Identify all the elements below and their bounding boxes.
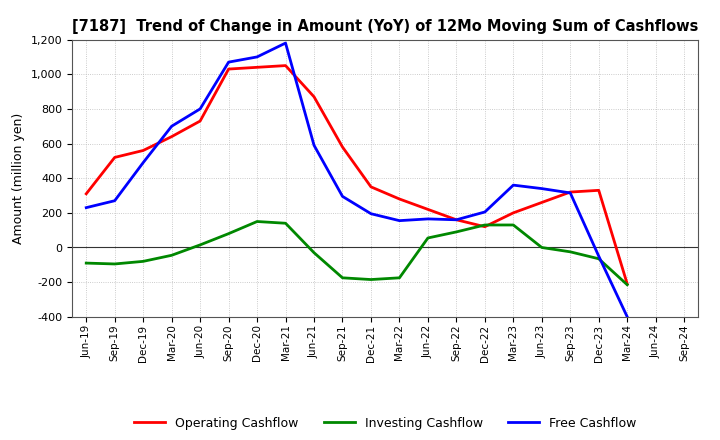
Investing Cashflow — [82, 260, 91, 266]
Investing Cashflow — [139, 259, 148, 264]
Investing Cashflow — [196, 242, 204, 248]
Y-axis label: Amount (million yen): Amount (million yen) — [12, 113, 25, 244]
Operating Cashflow — [366, 184, 375, 190]
Operating Cashflow — [82, 191, 91, 196]
Line: Free Cashflow: Free Cashflow — [86, 43, 627, 317]
Free Cashflow — [167, 124, 176, 129]
Operating Cashflow — [282, 63, 290, 68]
Operating Cashflow — [310, 94, 318, 99]
Title: [7187]  Trend of Change in Amount (YoY) of 12Mo Moving Sum of Cashflows: [7187] Trend of Change in Amount (YoY) o… — [72, 19, 698, 34]
Operating Cashflow — [225, 66, 233, 72]
Operating Cashflow — [196, 118, 204, 124]
Operating Cashflow — [139, 148, 148, 153]
Free Cashflow — [537, 186, 546, 191]
Operating Cashflow — [595, 188, 603, 193]
Free Cashflow — [253, 54, 261, 59]
Investing Cashflow — [452, 229, 461, 235]
Operating Cashflow — [253, 65, 261, 70]
Investing Cashflow — [623, 282, 631, 287]
Free Cashflow — [480, 209, 489, 215]
Investing Cashflow — [566, 249, 575, 254]
Free Cashflow — [139, 160, 148, 165]
Operating Cashflow — [338, 144, 347, 150]
Legend: Operating Cashflow, Investing Cashflow, Free Cashflow: Operating Cashflow, Investing Cashflow, … — [129, 412, 642, 435]
Free Cashflow — [395, 218, 404, 223]
Investing Cashflow — [167, 253, 176, 258]
Operating Cashflow — [480, 224, 489, 229]
Operating Cashflow — [452, 217, 461, 222]
Free Cashflow — [282, 40, 290, 46]
Free Cashflow — [566, 190, 575, 195]
Investing Cashflow — [338, 275, 347, 280]
Operating Cashflow — [509, 210, 518, 216]
Free Cashflow — [310, 143, 318, 148]
Operating Cashflow — [566, 189, 575, 194]
Investing Cashflow — [395, 275, 404, 280]
Free Cashflow — [366, 211, 375, 216]
Operating Cashflow — [110, 155, 119, 160]
Line: Operating Cashflow: Operating Cashflow — [86, 66, 627, 284]
Investing Cashflow — [110, 261, 119, 267]
Operating Cashflow — [167, 134, 176, 139]
Operating Cashflow — [623, 281, 631, 286]
Free Cashflow — [110, 198, 119, 203]
Investing Cashflow — [595, 256, 603, 261]
Investing Cashflow — [423, 235, 432, 241]
Free Cashflow — [452, 217, 461, 222]
Investing Cashflow — [480, 222, 489, 227]
Free Cashflow — [196, 106, 204, 111]
Investing Cashflow — [537, 245, 546, 250]
Investing Cashflow — [282, 220, 290, 226]
Free Cashflow — [338, 194, 347, 199]
Investing Cashflow — [310, 250, 318, 255]
Operating Cashflow — [423, 207, 432, 212]
Investing Cashflow — [509, 222, 518, 227]
Free Cashflow — [423, 216, 432, 222]
Line: Investing Cashflow: Investing Cashflow — [86, 221, 627, 285]
Operating Cashflow — [537, 200, 546, 205]
Free Cashflow — [595, 253, 603, 259]
Operating Cashflow — [395, 196, 404, 202]
Investing Cashflow — [253, 219, 261, 224]
Free Cashflow — [509, 183, 518, 188]
Investing Cashflow — [366, 277, 375, 282]
Free Cashflow — [623, 314, 631, 319]
Free Cashflow — [225, 59, 233, 65]
Investing Cashflow — [225, 231, 233, 236]
Free Cashflow — [82, 205, 91, 210]
